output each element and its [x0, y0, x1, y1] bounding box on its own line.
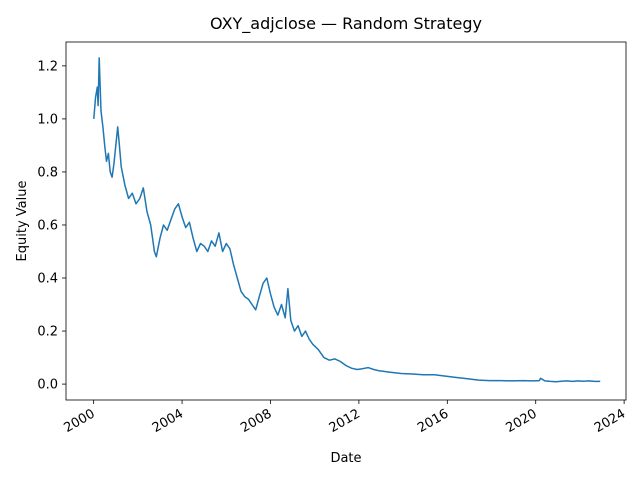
plot-area [93, 57, 601, 383]
chart-title: OXY_adjclose — Random Strategy [210, 14, 482, 34]
y-tick-label: 1.2 [37, 59, 58, 74]
y-tick-label: 0.0 [37, 378, 58, 393]
y-tick-label: 0.6 [37, 218, 58, 233]
series-line-1 [93, 57, 601, 383]
y-tick-label: 0.4 [37, 272, 58, 287]
y-tick-label: 1.0 [37, 112, 58, 127]
x-axis-label: Date [330, 451, 361, 466]
y-axis-label: Equity Value [15, 181, 30, 262]
y-tick-label: 0.2 [37, 325, 58, 340]
y-tick-label: 0.8 [37, 165, 58, 180]
axes-frame [65, 41, 627, 401]
